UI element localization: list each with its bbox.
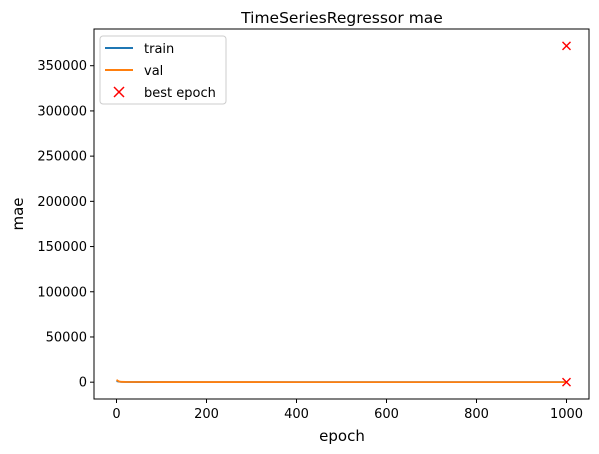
best-epoch-markers (562, 41, 571, 387)
marker-stroke (562, 377, 571, 387)
y-tick-label: 150000 (37, 240, 87, 255)
best-epoch-marker (562, 41, 571, 51)
legend-val-label: val (144, 64, 163, 79)
legend-box (99, 35, 227, 105)
series-lines (116, 379, 567, 384)
y-tick-label: 350000 (37, 59, 87, 74)
y-tick-label: 300000 (37, 104, 87, 119)
x-tick-label: 0 (112, 407, 120, 422)
legend-best-epoch-swatch (113, 86, 125, 98)
legend-train-label: train (144, 42, 174, 57)
x-axis-ticks: 0 200 400 600 800 1000 (112, 399, 583, 422)
series-line-val (116, 379, 567, 384)
y-tick-label: 50000 (46, 330, 87, 345)
y-tick-label: 250000 (37, 150, 87, 165)
x-tick-label: 200 (194, 407, 219, 422)
y-tick-label: 200000 (37, 195, 87, 210)
x-tick-label: 1000 (550, 407, 583, 422)
x-axis-label: epoch (319, 427, 365, 445)
x-tick-label: 600 (374, 407, 399, 422)
y-axis-ticks: 0 50000 100000 150000 200000 250000 300000 3500… (37, 59, 94, 391)
legend: train val best epoch (99, 35, 227, 105)
x-tick-label: 800 (464, 407, 489, 422)
y-tick-label: 100000 (37, 285, 87, 300)
marker-stroke (562, 41, 571, 51)
y-axis-label: mae (9, 197, 27, 230)
legend-best-epoch-label: best epoch (144, 86, 216, 101)
y-tick-label: 0 (79, 376, 87, 391)
x-tick-label: 400 (284, 407, 309, 422)
best-epoch-marker (562, 377, 571, 387)
chart-title: TimeSeriesRegressor mae (240, 9, 443, 27)
plot-area (93, 28, 590, 400)
